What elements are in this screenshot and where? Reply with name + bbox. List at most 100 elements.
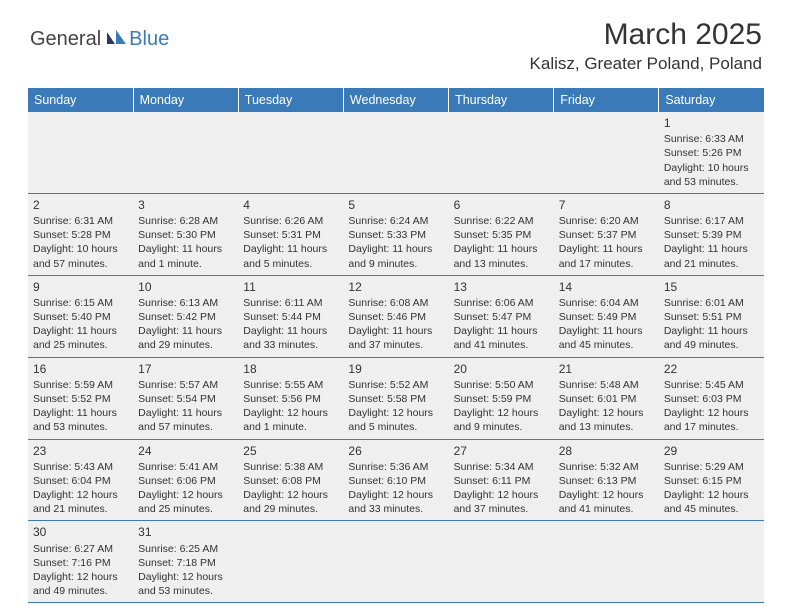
day-info: Sunrise: 5:41 AMSunset: 6:06 PMDaylight:…: [138, 460, 233, 517]
calendar-cell: [659, 521, 764, 603]
day-number: 7: [559, 197, 654, 213]
daylight-text: Daylight: 11 hours and 41 minutes.: [454, 324, 549, 352]
column-header: Thursday: [449, 88, 554, 112]
day-number: 30: [33, 524, 128, 540]
sunrise-text: Sunrise: 5:55 AM: [243, 378, 338, 392]
calendar-cell: 22Sunrise: 5:45 AMSunset: 6:03 PMDayligh…: [659, 357, 764, 439]
day-info: Sunrise: 6:01 AMSunset: 5:51 PMDaylight:…: [664, 296, 759, 353]
calendar-row: 16Sunrise: 5:59 AMSunset: 5:52 PMDayligh…: [28, 357, 764, 439]
column-header: Tuesday: [238, 88, 343, 112]
sunset-text: Sunset: 6:15 PM: [664, 474, 759, 488]
day-info: Sunrise: 5:45 AMSunset: 6:03 PMDaylight:…: [664, 378, 759, 435]
calendar-cell: [554, 521, 659, 603]
day-number: 13: [454, 279, 549, 295]
sunrise-text: Sunrise: 6:22 AM: [454, 214, 549, 228]
calendar-cell: 11Sunrise: 6:11 AMSunset: 5:44 PMDayligh…: [238, 275, 343, 357]
sunset-text: Sunset: 5:46 PM: [348, 310, 443, 324]
sunset-text: Sunset: 6:11 PM: [454, 474, 549, 488]
calendar-cell: 19Sunrise: 5:52 AMSunset: 5:58 PMDayligh…: [343, 357, 448, 439]
daylight-text: Daylight: 11 hours and 17 minutes.: [559, 242, 654, 270]
sunrise-text: Sunrise: 6:28 AM: [138, 214, 233, 228]
day-number: 14: [559, 279, 654, 295]
logo-text-blue: Blue: [129, 28, 169, 51]
daylight-text: Daylight: 11 hours and 21 minutes.: [664, 242, 759, 270]
calendar-cell: 2Sunrise: 6:31 AMSunset: 5:28 PMDaylight…: [28, 193, 133, 275]
calendar-row: 2Sunrise: 6:31 AMSunset: 5:28 PMDaylight…: [28, 193, 764, 275]
calendar-cell: 7Sunrise: 6:20 AMSunset: 5:37 PMDaylight…: [554, 193, 659, 275]
day-info: Sunrise: 5:59 AMSunset: 5:52 PMDaylight:…: [33, 378, 128, 435]
day-number: 17: [138, 361, 233, 377]
calendar-cell: 28Sunrise: 5:32 AMSunset: 6:13 PMDayligh…: [554, 439, 659, 521]
daylight-text: Daylight: 11 hours and 1 minute.: [138, 242, 233, 270]
day-number: 11: [243, 279, 338, 295]
sunrise-text: Sunrise: 5:43 AM: [33, 460, 128, 474]
sunset-text: Sunset: 5:47 PM: [454, 310, 549, 324]
calendar-cell: 24Sunrise: 5:41 AMSunset: 6:06 PMDayligh…: [133, 439, 238, 521]
day-number: 22: [664, 361, 759, 377]
day-info: Sunrise: 5:29 AMSunset: 6:15 PMDaylight:…: [664, 460, 759, 517]
day-number: 1: [664, 115, 759, 131]
daylight-text: Daylight: 11 hours and 5 minutes.: [243, 242, 338, 270]
sunset-text: Sunset: 5:35 PM: [454, 228, 549, 242]
day-number: 27: [454, 443, 549, 459]
daylight-text: Daylight: 11 hours and 57 minutes.: [138, 406, 233, 434]
calendar-cell: 27Sunrise: 5:34 AMSunset: 6:11 PMDayligh…: [449, 439, 554, 521]
calendar-cell: [28, 112, 133, 193]
calendar-cell: 30 Sunrise: 6:27 AMSunset: 7:16 PMDayligh…: [28, 521, 133, 603]
day-number: 10: [138, 279, 233, 295]
daylight-text: Daylight: 11 hours and 9 minutes.: [348, 242, 443, 270]
day-number: 19: [348, 361, 443, 377]
daylight-text: Daylight: 12 hours and 41 minutes.: [559, 488, 654, 516]
calendar-cell: [133, 112, 238, 193]
sunrise-text: Sunrise: 6:08 AM: [348, 296, 443, 310]
calendar-cell: 4Sunrise: 6:26 AMSunset: 5:31 PMDaylight…: [238, 193, 343, 275]
calendar-cell: 9Sunrise: 6:15 AMSunset: 5:40 PMDaylight…: [28, 275, 133, 357]
calendar-cell: 23Sunrise: 5:43 AMSunset: 6:04 PMDayligh…: [28, 439, 133, 521]
column-header: Sunday: [28, 88, 133, 112]
column-header: Saturday: [659, 88, 764, 112]
day-info: Sunrise: 6:28 AMSunset: 5:30 PMDaylight:…: [138, 214, 233, 271]
sunset-text: Sunset: 5:37 PM: [559, 228, 654, 242]
sunset-text: Sunset: 5:56 PM: [243, 392, 338, 406]
sunrise-text: Sunrise: 6:20 AM: [559, 214, 654, 228]
calendar-cell: 17Sunrise: 5:57 AMSunset: 5:54 PMDayligh…: [133, 357, 238, 439]
calendar-cell: 16Sunrise: 5:59 AMSunset: 5:52 PMDayligh…: [28, 357, 133, 439]
day-number: 4: [243, 197, 338, 213]
daylight-text: Daylight: 11 hours and 25 minutes.: [33, 324, 128, 352]
calendar-cell: 6Sunrise: 6:22 AMSunset: 5:35 PMDaylight…: [449, 193, 554, 275]
day-number: 12: [348, 279, 443, 295]
day-info: Sunrise: 6:11 AMSunset: 5:44 PMDaylight:…: [243, 296, 338, 353]
day-number: 26: [348, 443, 443, 459]
sunrise-text: Sunrise: 5:48 AM: [559, 378, 654, 392]
sunrise-text: Sunrise: 5:45 AM: [664, 378, 759, 392]
day-info: Sunrise: 5:38 AMSunset: 6:08 PMDaylight:…: [243, 460, 338, 517]
sunset-text: Sunset: 6:06 PM: [138, 474, 233, 488]
calendar-cell: 12Sunrise: 6:08 AMSunset: 5:46 PMDayligh…: [343, 275, 448, 357]
calendar-body: 1Sunrise: 6:33 AMSunset: 5:26 PMDaylight…: [28, 112, 764, 603]
sunset-text: Sunset: 5:40 PM: [33, 310, 128, 324]
column-header: Wednesday: [343, 88, 448, 112]
day-number: 16: [33, 361, 128, 377]
day-number: 25: [243, 443, 338, 459]
day-info: Sunrise: 6:27 AMSunset: 7:16 PMDaylight:…: [33, 542, 128, 599]
sunset-text: Sunset: 6:03 PM: [664, 392, 759, 406]
column-header: Friday: [554, 88, 659, 112]
daylight-text: Daylight: 11 hours and 13 minutes.: [454, 242, 549, 270]
calendar-cell: 13Sunrise: 6:06 AMSunset: 5:47 PMDayligh…: [449, 275, 554, 357]
day-info: Sunrise: 6:08 AMSunset: 5:46 PMDaylight:…: [348, 296, 443, 353]
daylight-text: Daylight: 12 hours and 49 minutes.: [33, 570, 128, 598]
day-info: Sunrise: 6:13 AMSunset: 5:42 PMDaylight:…: [138, 296, 233, 353]
day-number: 9: [33, 279, 128, 295]
daylight-text: Daylight: 11 hours and 53 minutes.: [33, 406, 128, 434]
sunrise-text: Sunrise: 6:27 AM: [33, 542, 128, 556]
sunset-text: Sunset: 5:54 PM: [138, 392, 233, 406]
daylight-text: Daylight: 12 hours and 37 minutes.: [454, 488, 549, 516]
calendar-cell: 20Sunrise: 5:50 AMSunset: 5:59 PMDayligh…: [449, 357, 554, 439]
calendar-cell: 29Sunrise: 5:29 AMSunset: 6:15 PMDayligh…: [659, 439, 764, 521]
daylight-text: Daylight: 12 hours and 45 minutes.: [664, 488, 759, 516]
daylight-text: Daylight: 10 hours and 57 minutes.: [33, 242, 128, 270]
day-number: 5: [348, 197, 443, 213]
daylight-text: Daylight: 10 hours and 53 minutes.: [664, 161, 759, 189]
calendar-cell: [449, 112, 554, 193]
sunset-text: Sunset: 5:28 PM: [33, 228, 128, 242]
